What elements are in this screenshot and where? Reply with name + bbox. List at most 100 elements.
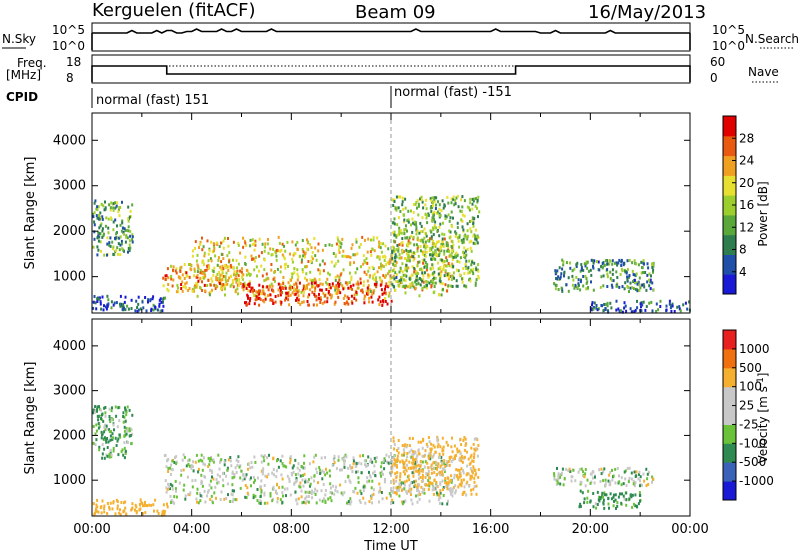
echo-cell <box>560 272 563 276</box>
echo-cell <box>372 471 374 475</box>
echo-cell <box>225 474 228 478</box>
echo-cell <box>405 469 408 473</box>
echo-cell <box>227 493 229 497</box>
echo-cell <box>463 272 466 276</box>
echo-cell <box>415 278 418 282</box>
echo-cell <box>409 490 412 494</box>
echo-cell <box>386 261 389 265</box>
echo-cell <box>224 264 226 268</box>
echo-cell <box>217 256 220 260</box>
echo-cell <box>271 253 274 256</box>
echo-cell <box>401 237 404 240</box>
echo-cell <box>127 307 130 311</box>
echo-cell <box>381 292 384 296</box>
echo-cell <box>413 480 416 484</box>
echo-cell <box>104 428 107 432</box>
echo-cell <box>382 472 384 476</box>
echo-cell <box>397 247 400 251</box>
echo-cell <box>457 477 460 481</box>
echo-cell <box>197 279 200 283</box>
echo-cell <box>111 240 114 244</box>
echo-cell <box>470 469 473 473</box>
echo-cell <box>648 278 651 282</box>
echo-cell <box>410 455 413 459</box>
echo-cell <box>219 497 222 501</box>
echo-cell <box>557 477 560 481</box>
echo-cell <box>391 460 393 464</box>
echo-cell <box>579 280 582 284</box>
echo-cell <box>122 453 125 457</box>
echo-cell <box>435 196 438 200</box>
echo-cell <box>254 494 257 498</box>
echo-cell <box>392 439 395 443</box>
echo-cell <box>204 269 207 272</box>
echo-cell <box>432 242 435 246</box>
echo-cell <box>397 195 400 199</box>
echo-cell <box>119 435 122 439</box>
echo-cell <box>343 254 346 258</box>
echo-cell <box>232 497 235 501</box>
echo-cell <box>97 418 100 422</box>
echo-cell <box>300 489 303 493</box>
echo-cell <box>460 443 463 447</box>
echo-cell <box>276 492 278 496</box>
echo-cell <box>638 283 641 287</box>
echo-cell <box>470 488 473 492</box>
echo-cell <box>652 477 655 481</box>
echo-cell <box>392 260 395 264</box>
echo-cell <box>324 244 327 247</box>
echo-cell <box>301 248 304 251</box>
echo-cell <box>119 294 122 298</box>
echo-cell <box>460 454 463 458</box>
echo-cell <box>595 306 598 310</box>
echo-cell <box>97 205 100 209</box>
echo-cell <box>638 276 641 280</box>
echo-cell <box>426 263 429 267</box>
echo-cell <box>402 470 405 474</box>
echo-cell <box>582 268 585 272</box>
echo-cell <box>222 484 225 488</box>
echo-cell <box>370 253 373 257</box>
echo-cell <box>418 490 421 494</box>
echo-cell <box>403 480 406 484</box>
echo-cell <box>470 249 473 253</box>
echo-cell <box>306 284 308 287</box>
echo-cell <box>285 295 288 299</box>
echo-cell <box>209 457 212 461</box>
echo-cell <box>253 455 256 459</box>
freq-trace <box>91 65 691 82</box>
echo-cell <box>442 488 444 492</box>
echo-cell <box>159 297 162 301</box>
echo-cell <box>434 257 437 261</box>
echo-cell <box>403 461 406 465</box>
echo-cell <box>380 262 382 266</box>
echo-cell <box>472 487 475 491</box>
echo-cell <box>387 247 390 251</box>
echo-cell <box>435 491 438 495</box>
echo-cell <box>406 259 408 263</box>
echo-cell <box>221 284 224 288</box>
echo-cell <box>676 305 679 309</box>
echo-cell <box>665 304 668 308</box>
echo-cell <box>625 503 628 507</box>
echo-cell <box>210 259 213 263</box>
echo-cell <box>344 480 347 484</box>
echo-cell <box>665 308 668 312</box>
echo-cell <box>590 273 593 277</box>
echo-cell <box>119 235 122 239</box>
echo-cell <box>593 301 596 305</box>
echo-cell <box>352 456 355 460</box>
echo-cell <box>299 474 302 478</box>
echo-cell <box>443 259 446 263</box>
echo-cell <box>101 413 103 417</box>
echo-cell <box>476 241 479 245</box>
echo-cell <box>366 279 369 283</box>
echo-cell <box>458 260 461 264</box>
echo-cell <box>391 254 394 257</box>
echo-cell <box>628 290 630 293</box>
echo-cell <box>95 438 98 442</box>
echo-cell <box>464 262 467 266</box>
echo-cell <box>438 248 440 252</box>
echo-cell <box>612 279 615 283</box>
echo-cell <box>569 261 571 265</box>
